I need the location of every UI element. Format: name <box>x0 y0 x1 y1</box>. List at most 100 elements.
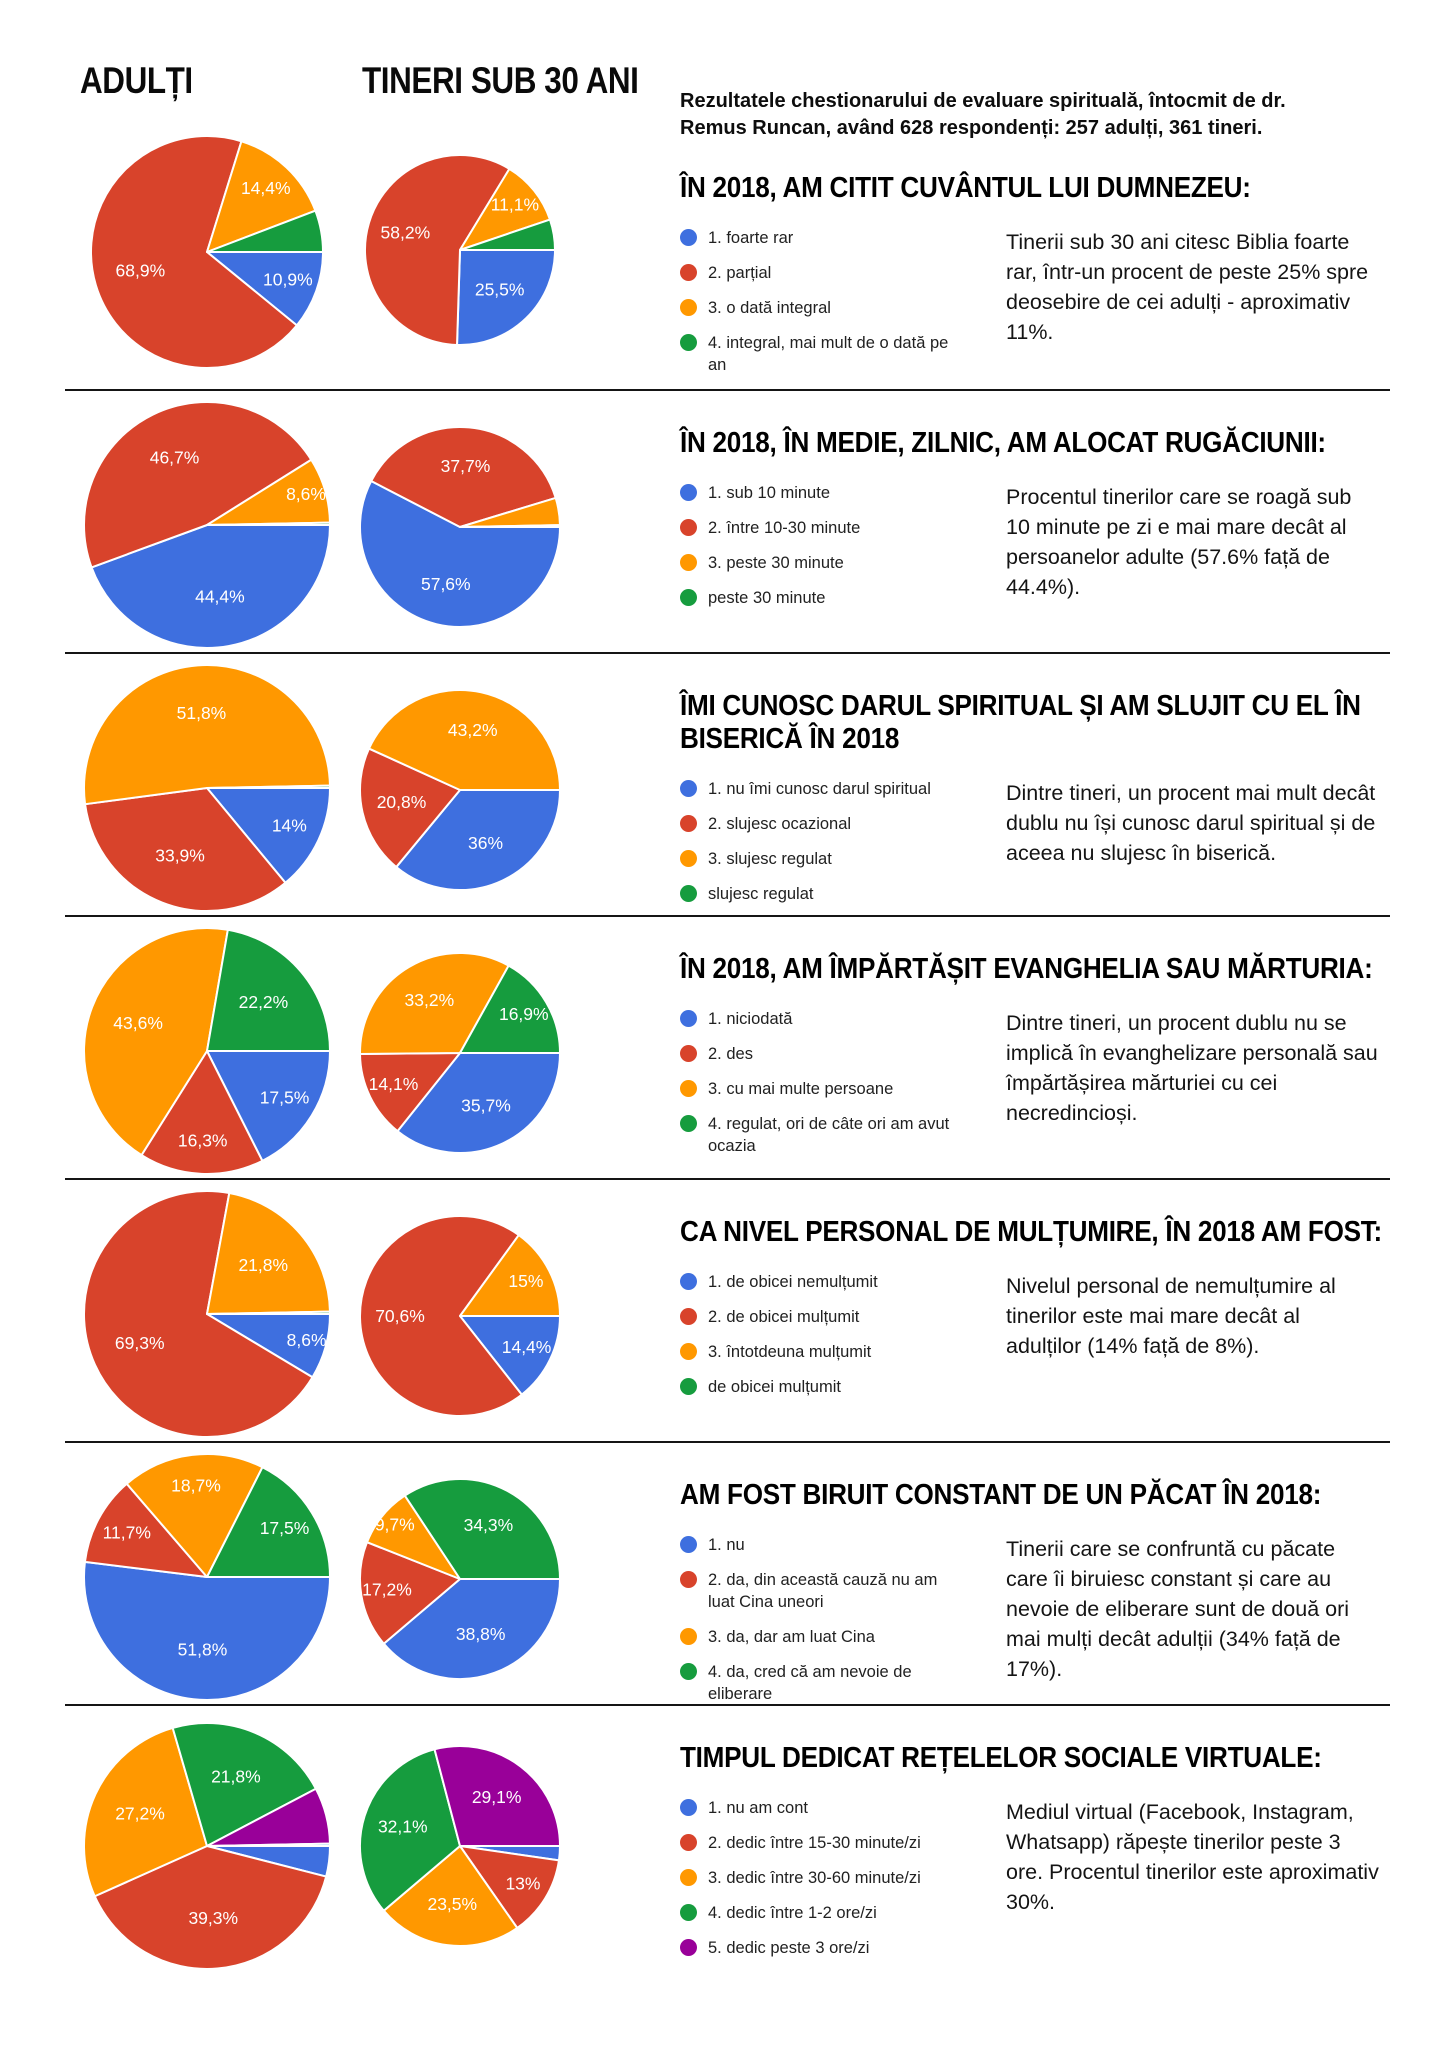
pie-slice <box>84 787 287 912</box>
pie-slice-label: 16,9% <box>499 1004 549 1024</box>
pie-slice-label: 35,7% <box>461 1096 511 1116</box>
pie-slice <box>396 1052 561 1154</box>
pie-slice <box>206 784 331 789</box>
pie-slice-label: 70,6% <box>375 1306 425 1326</box>
pie-slice <box>459 1315 561 1396</box>
pie-chart-adulti: 44,4% 46,7% 8,6% <box>83 401 331 649</box>
legend-item: 1. sub 10 minute <box>680 482 965 504</box>
legend-color-dot <box>680 333 697 351</box>
pie-slice-label: 16,3% <box>178 1131 228 1151</box>
pie-slice-label: 51,8% <box>178 1639 228 1659</box>
legend-color-dot <box>680 1570 697 1588</box>
pie-slice-label: 21,8% <box>238 1255 288 1275</box>
legend-color-dot <box>680 298 697 316</box>
legend-item-label: 2. da, din această cauză nu am luat Cina… <box>708 1570 938 1611</box>
pie-slice <box>83 927 229 1157</box>
legend-item-label: 3. da, dar am luat Cina <box>708 1627 875 1646</box>
legend-color-dot <box>680 1114 697 1132</box>
pie-slice-label: 43,6% <box>113 1013 163 1033</box>
pie-slice <box>359 1215 523 1417</box>
section-content: ÎN 2018, ÎN MEDIE, ZILNIC, AM ALOCAT RUG… <box>680 427 1390 622</box>
pie-slice <box>206 928 331 1052</box>
pie-slice-label: 20,8% <box>377 792 427 812</box>
pie-slice <box>459 524 561 528</box>
legend-and-comment: 1. nu 2. da, din această cauză nu am luat… <box>680 1534 1390 1718</box>
pie-slice-label: 69,3% <box>115 1333 165 1353</box>
pie-slice <box>171 1722 317 1847</box>
chart-legend: 1. niciodată 2. des 3. cu mai multe persoa… <box>680 1008 965 1170</box>
chart-legend: 1. nu îmi cunosc darul spiritual 2. sluje… <box>680 778 965 918</box>
legend-item: 1. nu <box>680 1534 965 1556</box>
pie-chart-tineri: 25,5% 58,2% 11,1% <box>364 154 556 346</box>
legend-item: 3. întotdeuna mulțumit <box>680 1341 965 1363</box>
pie-slice <box>433 1745 561 1847</box>
section-comment: Mediul virtual (Facebook, Instagram, Wha… <box>1006 1799 1379 1914</box>
pie-slice-label: 8,6% <box>287 1330 327 1350</box>
pie-slice-label: 17,2% <box>362 1580 412 1600</box>
chart-legend: 1. de obicei nemulțumit 2. de obicei mulț… <box>680 1271 965 1411</box>
legend-and-comment: 1. nu am cont 2. dedic între 15-30 minute… <box>680 1797 1390 1972</box>
legend-color-dot <box>680 884 697 902</box>
legend-color-dot <box>680 1798 697 1816</box>
legend-item: 3. dedic între 30-60 minute/zi <box>680 1867 965 1889</box>
legend-item: 3. o dată integral <box>680 297 965 319</box>
pie-slice-label: 58,2% <box>381 222 431 242</box>
legend-item-label: 3. întotdeuna mulțumit <box>708 1342 872 1361</box>
pie-chart-adulti: 17,5% 16,3% 43,6% 22,2% <box>83 927 331 1175</box>
pie-slice <box>206 787 331 884</box>
pie-slice-label: 33,2% <box>405 990 455 1010</box>
chart-legend: 1. foarte rar 2. parțial 3. o dată integra… <box>680 227 965 389</box>
legend-color-dot <box>680 1627 697 1645</box>
pie-chart-tineri: 13% 23,5% 32,1% 29,1% <box>359 1745 561 1947</box>
legend-color-dot <box>680 1009 697 1027</box>
pie-slice <box>83 663 331 806</box>
section-content: CA NIVEL PERSONAL DE MULȚUMIRE, ÎN 2018 … <box>680 1216 1390 1411</box>
pie-chart-adulti: 8,6% 69,3% 21,8% <box>83 1190 331 1438</box>
survey-section: 51,8% 11,7% 18,7% 17,5% 38,8% 17,2% 9,7% 34,3%… <box>65 1441 1390 1704</box>
section-title: ÎN 2018, AM ÎMPĂRTĂȘIT EVANGHELIA SAU MĂ… <box>680 953 1373 985</box>
pie-slice <box>206 251 324 327</box>
pie-slice-label: 38,8% <box>456 1624 506 1644</box>
pie-slice <box>90 135 298 369</box>
legend-item: 1. nu am cont <box>680 1797 965 1819</box>
pie-chart-tineri: 14,4% 70,6% 15% <box>359 1215 561 1417</box>
section-comment: Dintre tineri, un procent dublu nu se im… <box>1006 1010 1378 1125</box>
pie-slice-label: 13% <box>505 1873 540 1893</box>
legend-color-dot <box>680 1342 697 1360</box>
pie-chart-adulti: 51,8% 11,7% 18,7% 17,5% <box>83 1453 331 1701</box>
pie-slice <box>456 249 556 346</box>
legend-item: 5. dedic peste 3 ore/zi <box>680 1937 965 1959</box>
legend-item-label: de obicei mulțumit <box>708 1377 841 1396</box>
pie-slice-label: 22,2% <box>239 992 289 1012</box>
legend-item-label: 1. nu am cont <box>708 1798 808 1817</box>
legend-item: 3. slujesc regulat <box>680 848 965 870</box>
legend-item: 4. da, cred că am nevoie de eliberare <box>680 1661 965 1705</box>
pie-chart-adulti: 10,9% 68,9% 14,4% <box>90 135 324 369</box>
legend-item-label: 3. slujesc regulat <box>708 849 832 868</box>
pie-slice <box>395 789 561 891</box>
pie-slice-label: 23,5% <box>427 1894 477 1914</box>
pie-slice <box>206 1842 331 1847</box>
legend-item: 2. între 10-30 minute <box>680 517 965 539</box>
pie-slice <box>206 209 324 253</box>
pie-chart-tineri: 57,6% 37,7% <box>359 426 561 628</box>
legend-item-label: 3. cu mai multe persoane <box>708 1079 894 1098</box>
legend-item: peste 30 minute <box>680 587 965 609</box>
section-comment: Dintre tineri, un procent mai mult decât… <box>1006 780 1376 865</box>
legend-color-dot <box>680 263 697 281</box>
section-title: ÎN 2018, ÎN MEDIE, ZILNIC, AM ALOCAT RUG… <box>680 427 1326 459</box>
section-title: AM FOST BIRUIT CONSTANT DE UN PĂCAT ÎN 2… <box>680 1479 1322 1511</box>
legend-and-comment: 1. de obicei nemulțumit 2. de obicei mulț… <box>680 1271 1390 1411</box>
legend-item: 3. peste 30 minute <box>680 552 965 574</box>
legend-color-dot <box>680 483 697 501</box>
pie-slice-label: 11,7% <box>103 1523 151 1543</box>
legend-item-label: 3. dedic între 30-60 minute/zi <box>708 1868 921 1887</box>
pie-slice <box>359 1541 461 1645</box>
legend-item-label: 2. de obicei mulțumit <box>708 1307 860 1326</box>
pie-slice-label: 14% <box>272 815 307 835</box>
pie-slice-label: 14,4% <box>502 1337 552 1357</box>
legend-color-dot <box>680 1044 697 1062</box>
legend-item-label: slujesc regulat <box>708 884 814 903</box>
pie-slice-label: 57,6% <box>421 574 471 594</box>
legend-color-dot <box>680 1938 697 1956</box>
